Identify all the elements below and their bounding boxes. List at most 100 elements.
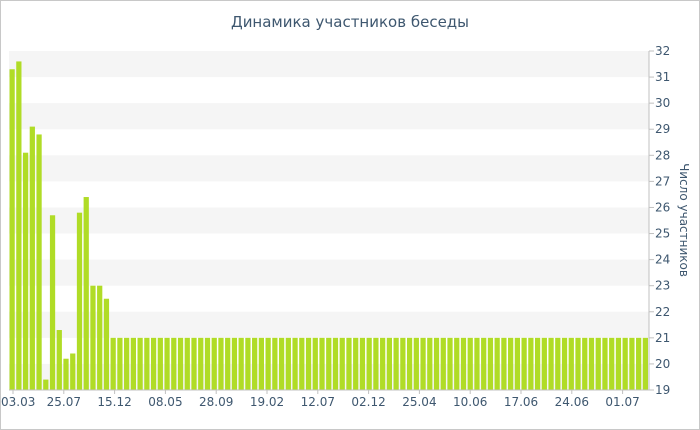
bar (171, 337, 177, 390)
y-tick-label: 26 (655, 200, 670, 214)
bar (137, 337, 143, 390)
x-tick-label: 25.07 (47, 395, 81, 409)
bar (508, 337, 514, 390)
bar (130, 337, 136, 390)
bar (49, 215, 56, 390)
bar (265, 337, 271, 390)
bar (575, 337, 581, 390)
bar (481, 337, 487, 390)
y-tick-label: 20 (655, 357, 670, 371)
bar (198, 337, 204, 390)
bar (164, 337, 170, 390)
bar (9, 69, 15, 390)
bar (346, 337, 352, 390)
bar (460, 337, 467, 390)
y-tick-label: 21 (655, 331, 670, 345)
bar (454, 337, 460, 390)
y-tick-label: 23 (655, 279, 670, 293)
bar (548, 337, 554, 390)
grid-band (9, 103, 649, 130)
bar (177, 337, 184, 390)
bar (447, 337, 453, 390)
bar (602, 337, 608, 390)
bar (245, 337, 251, 390)
bar (642, 337, 648, 390)
y-tick-label: 27 (655, 174, 670, 188)
bar (494, 337, 500, 390)
bar (90, 285, 96, 390)
bar (568, 337, 574, 390)
bar (332, 337, 339, 390)
bar (150, 337, 157, 390)
bar (16, 61, 22, 391)
y-tick-label: 25 (655, 227, 670, 241)
grid-band (9, 259, 649, 286)
y-tick-label: 22 (655, 305, 670, 319)
y-tick-label: 29 (655, 122, 670, 136)
bar (555, 337, 561, 390)
bar (22, 152, 29, 390)
bar (400, 337, 406, 390)
bar (359, 337, 366, 390)
x-tick-label: 03.03 (1, 395, 35, 409)
y-tick-label: 19 (655, 383, 670, 397)
bar (541, 337, 547, 390)
bar (326, 337, 332, 390)
bar (117, 337, 123, 390)
bar (124, 337, 130, 390)
bar (211, 337, 217, 390)
x-tick-label: 24.06 (555, 395, 589, 409)
bar (29, 126, 35, 391)
bar (353, 337, 359, 390)
bar (157, 337, 163, 390)
x-tick-label: 08.05 (148, 395, 182, 409)
bar (427, 337, 433, 390)
bar (278, 337, 285, 390)
x-tick-label: 01.07 (605, 395, 639, 409)
bar (528, 337, 534, 390)
grid-bands (9, 51, 649, 390)
bar (43, 379, 49, 390)
bar (97, 285, 103, 390)
bar (83, 197, 89, 390)
bar (258, 337, 264, 390)
bar (339, 337, 345, 390)
bar (582, 337, 588, 390)
bar (595, 337, 601, 390)
y-tick-label: 30 (655, 96, 670, 110)
x-tick-label: 17.06 (504, 395, 538, 409)
bar (487, 337, 494, 390)
bar (144, 337, 150, 390)
x-tick-label: 02.12 (351, 395, 385, 409)
x-tick-label: 10.06 (453, 395, 487, 409)
bar (110, 337, 116, 390)
bar (588, 337, 595, 390)
x-ticks: 03.03 25.07 15.12 08.05 28.09 19.02 12.07 02.12… (1, 390, 640, 409)
bar (413, 337, 419, 390)
bar (521, 337, 527, 390)
x-tick-label: 12.07 (301, 395, 335, 409)
bar (63, 358, 69, 390)
x-tick-label: 15.12 (97, 395, 131, 409)
grid-band (9, 155, 649, 182)
y-ticks: 19 20 21 22 23 24 25 26 27 28 29 30 31 32 (649, 44, 670, 397)
bar (373, 337, 379, 390)
bar (76, 212, 83, 390)
grid-band (9, 311, 649, 338)
bar (103, 298, 110, 390)
y-tick-label: 31 (655, 70, 670, 84)
bar (191, 337, 197, 390)
bar (231, 337, 238, 390)
bar (406, 337, 413, 390)
bar (393, 337, 399, 390)
y-tick-label: 28 (655, 148, 670, 162)
grid-band (9, 207, 649, 234)
bar (433, 337, 440, 390)
grid-band (9, 51, 649, 78)
bar (386, 337, 392, 390)
bar (609, 337, 615, 390)
bar (184, 337, 190, 390)
bar (292, 337, 298, 390)
x-tick-label: 25.04 (402, 395, 436, 409)
